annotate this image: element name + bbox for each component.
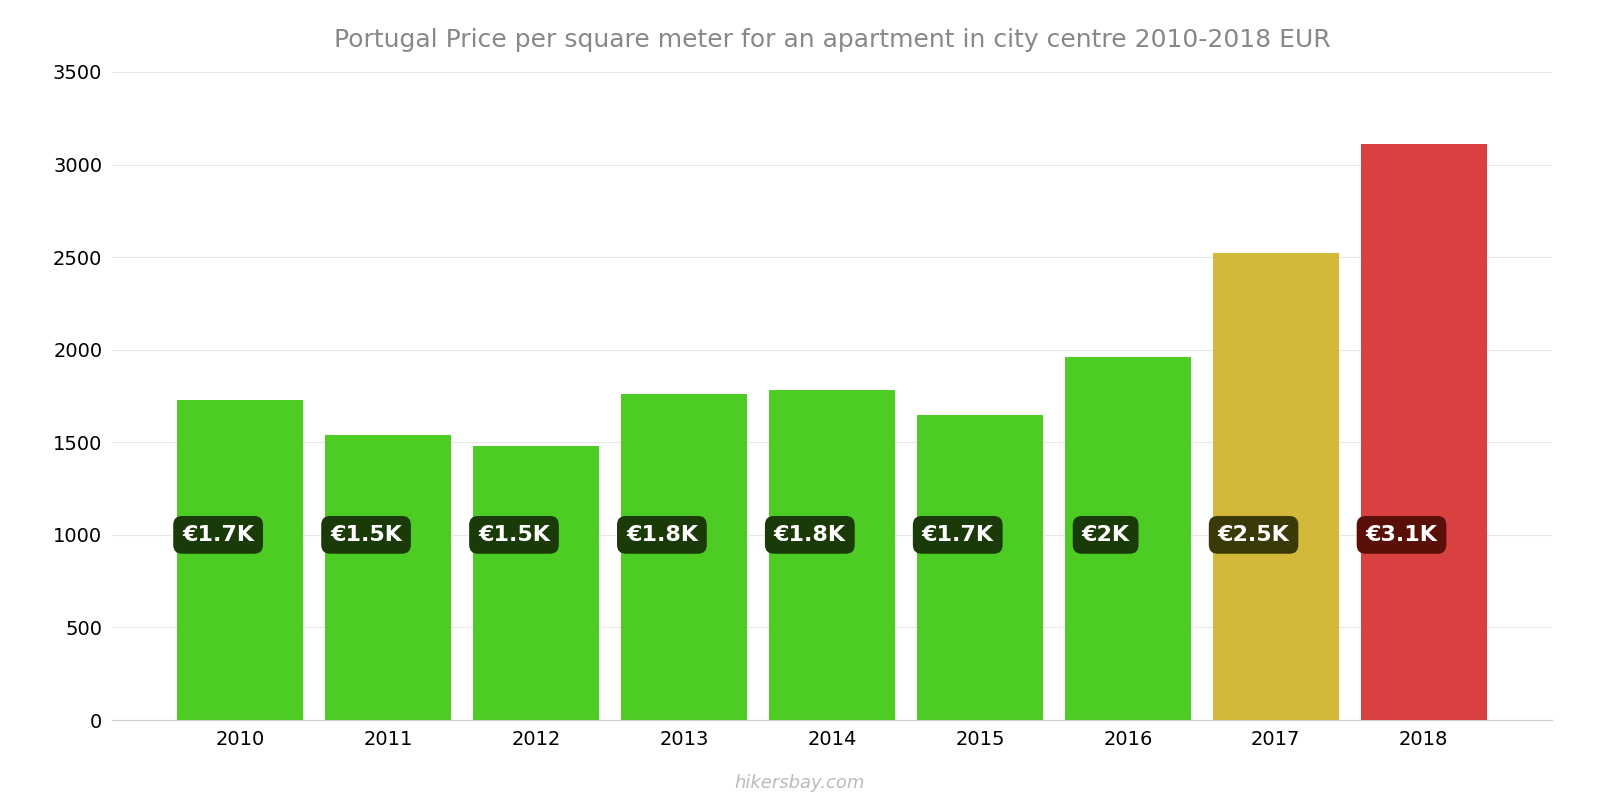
Bar	[917, 414, 1043, 720]
Text: €1.7K: €1.7K	[922, 525, 994, 545]
Bar	[621, 394, 747, 720]
Text: hikersbay.com: hikersbay.com	[734, 774, 866, 792]
Text: €1.5K: €1.5K	[330, 525, 402, 545]
Text: €2.5K: €2.5K	[1218, 525, 1290, 545]
Text: €1.5K: €1.5K	[478, 525, 550, 545]
Text: €2K: €2K	[1082, 525, 1130, 545]
Title: Portugal Price per square meter for an apartment in city centre 2010-2018 EUR: Portugal Price per square meter for an a…	[334, 28, 1330, 52]
Text: €1.8K: €1.8K	[626, 525, 698, 545]
Text: €3.1K: €3.1K	[1365, 525, 1437, 545]
Bar	[474, 446, 598, 720]
Bar	[1362, 144, 1486, 720]
Bar	[1066, 357, 1190, 720]
Text: €1.7K: €1.7K	[182, 525, 254, 545]
Bar	[1213, 254, 1339, 720]
Bar	[770, 390, 894, 720]
Text: €1.8K: €1.8K	[774, 525, 846, 545]
Bar	[325, 435, 451, 720]
Bar	[178, 400, 302, 720]
